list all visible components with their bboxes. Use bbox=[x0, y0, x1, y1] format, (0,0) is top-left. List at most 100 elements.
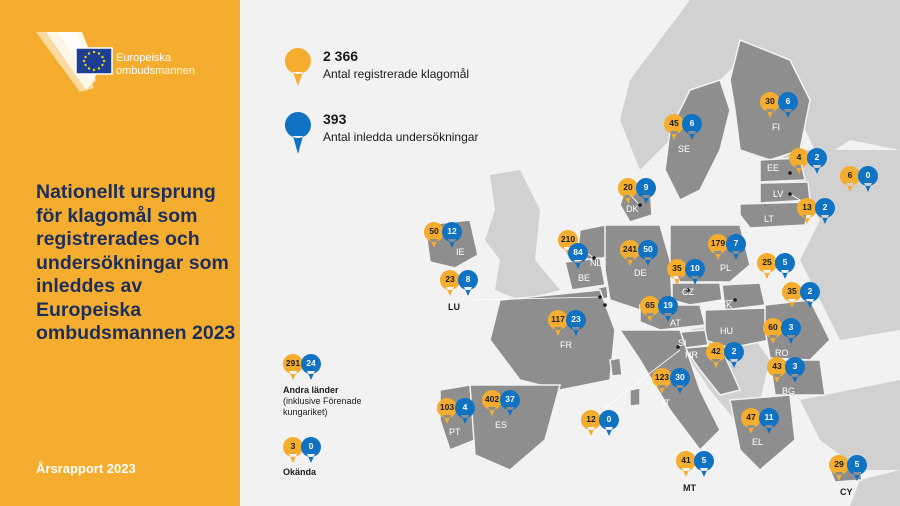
orange-pin: 35 bbox=[666, 259, 687, 285]
marker-bg: 43 3 bbox=[766, 357, 809, 383]
marker-ie: 50 12 bbox=[423, 222, 466, 248]
orange-pin: 47 bbox=[740, 408, 761, 434]
connector-lines bbox=[469, 193, 801, 411]
blue-pin: 2 bbox=[799, 282, 820, 308]
complaints-value: 179 bbox=[710, 238, 726, 248]
page-title: Nationellt ursprung för klagomål som reg… bbox=[36, 181, 236, 344]
marker-hr: 42 2 bbox=[705, 342, 748, 368]
blue-pin: 19 bbox=[657, 296, 678, 322]
orange-pin: 45 bbox=[663, 114, 684, 140]
country-code-nl: NL bbox=[590, 258, 602, 268]
complaints-value: 117 bbox=[551, 314, 565, 324]
legend-blue-pin bbox=[284, 112, 311, 154]
orange-pin: 179 bbox=[707, 234, 728, 260]
country-code-at: AT bbox=[670, 318, 681, 328]
orange-pin: 42 bbox=[705, 342, 726, 368]
country-code-be: BE bbox=[578, 273, 591, 283]
orange-pin: 402 bbox=[481, 390, 502, 416]
complaints-value: 210 bbox=[560, 234, 576, 244]
orange-pin: 65 bbox=[639, 296, 660, 322]
orange-pin: 241 bbox=[619, 240, 640, 266]
country-code-se: SE bbox=[678, 144, 691, 154]
inquiries-value: 23 bbox=[571, 314, 581, 324]
blue-pin: 23 bbox=[565, 310, 586, 336]
country-code-pl: PL bbox=[720, 263, 732, 273]
marker-pt: 103 4 bbox=[436, 398, 479, 424]
orange-pin: 23 bbox=[439, 270, 460, 296]
marker-at: 65 19 bbox=[639, 296, 682, 322]
blue-pin: 2 bbox=[814, 198, 835, 224]
blue-pin: 6 bbox=[777, 92, 798, 118]
orange-pin: 60 bbox=[762, 318, 783, 344]
italy-shape bbox=[618, 329, 721, 452]
country-code-cy: CY bbox=[840, 487, 853, 497]
marker-sk: 25 5 bbox=[756, 253, 799, 279]
pin-value: 291 bbox=[285, 358, 301, 368]
orange-pin: 6 bbox=[839, 166, 860, 192]
orange-pin: 30 bbox=[759, 92, 780, 118]
inquiries-value: 3 bbox=[792, 361, 798, 371]
legend-inquiries-label: Antal inledda undersökningar bbox=[323, 130, 479, 144]
inquiries-value: 0 bbox=[865, 170, 871, 180]
inquiries-value: 8 bbox=[465, 274, 471, 284]
pin-value: 3 bbox=[290, 441, 296, 451]
country-code-si: SI bbox=[678, 338, 687, 348]
complaints-value: 65 bbox=[645, 300, 655, 310]
blue-pin: 24 bbox=[300, 354, 321, 380]
marker-es: 402 37 bbox=[481, 390, 524, 416]
inquiries-value: 84 bbox=[573, 247, 583, 257]
blue-pin: 9 bbox=[635, 178, 656, 204]
orange-pin: 25 bbox=[756, 253, 777, 279]
marker-cz: 35 10 bbox=[666, 259, 709, 285]
complaints-value: 6 bbox=[847, 170, 853, 180]
orange-pin: 123 bbox=[651, 368, 672, 394]
inquiries-value: 3 bbox=[788, 322, 794, 332]
complaints-value: 402 bbox=[484, 394, 500, 404]
legend-complaints-value: 2 366 bbox=[323, 48, 359, 64]
marker-fi: 30 6 bbox=[759, 92, 802, 118]
orange-pin: 3 bbox=[282, 437, 303, 463]
blue-pin: 6 bbox=[681, 114, 702, 140]
france-shape bbox=[489, 289, 616, 391]
inquiries-value: 6 bbox=[785, 96, 791, 106]
marker-be: 84 bbox=[548, 243, 590, 269]
blue-pin: 37 bbox=[499, 390, 520, 416]
country-code-sk: SK bbox=[720, 300, 733, 310]
logo-line-2: ombudsmannen bbox=[116, 65, 195, 77]
country-code-hr: HR bbox=[685, 350, 698, 360]
blue-pin: 10 bbox=[684, 259, 705, 285]
blue-pin: 0 bbox=[857, 166, 878, 192]
blue-pin: 0 bbox=[598, 410, 619, 436]
inquiries-value: 2 bbox=[731, 346, 737, 356]
blue-pin: 50 bbox=[637, 240, 658, 266]
inquiries-value: 30 bbox=[675, 372, 685, 382]
country-code-de: DE bbox=[634, 268, 647, 278]
country-code-pt: PT bbox=[449, 427, 461, 437]
marker-fr: 117 23 bbox=[547, 310, 590, 336]
ombudsman-logo bbox=[36, 32, 113, 92]
complaints-value: 47 bbox=[746, 412, 756, 422]
marker-el: 47 11 bbox=[740, 408, 783, 434]
complaints-value: 35 bbox=[787, 286, 797, 296]
complaints-value: 241 bbox=[622, 244, 638, 254]
inquiries-value: 37 bbox=[505, 394, 515, 404]
logo-line-1: Europeiska bbox=[116, 52, 172, 64]
complaints-value: 60 bbox=[768, 322, 778, 332]
marker-de: 241 50 bbox=[619, 240, 662, 266]
report-label: Årsrapport 2023 bbox=[36, 461, 136, 476]
blue-pin: 12 bbox=[441, 222, 462, 248]
marker-se: 45 6 bbox=[663, 114, 706, 140]
orange-pin: 4 bbox=[788, 148, 809, 174]
blue-pin: 5 bbox=[774, 253, 795, 279]
non-eu-land bbox=[485, 0, 900, 506]
complaints-value: 45 bbox=[669, 118, 679, 128]
legend-orange-pin bbox=[284, 48, 311, 86]
blue-pin: 11 bbox=[758, 408, 779, 434]
marker-nl: 210 bbox=[557, 230, 600, 256]
marker-pl: 179 7 bbox=[707, 234, 750, 260]
complaints-value: 25 bbox=[762, 257, 772, 267]
country-code-ee: EE bbox=[767, 163, 780, 173]
inquiries-value: 5 bbox=[701, 455, 707, 465]
country-code-lt: LT bbox=[764, 214, 774, 224]
